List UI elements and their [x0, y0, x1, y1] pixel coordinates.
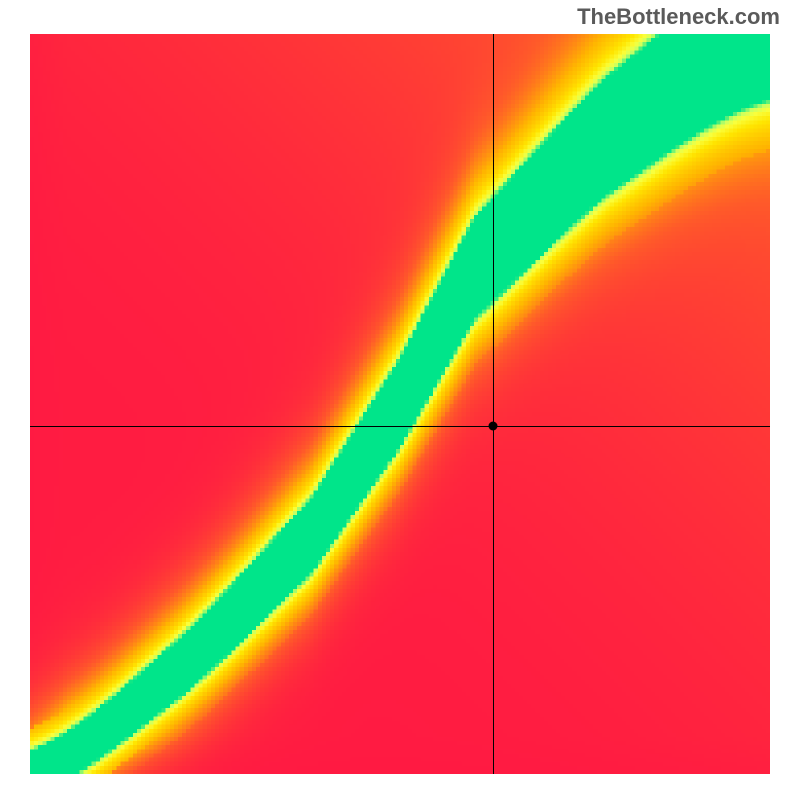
crosshair-horizontal [30, 426, 770, 427]
heatmap-plot [30, 34, 770, 774]
crosshair-marker [489, 422, 498, 431]
crosshair-vertical [493, 34, 494, 774]
heatmap-canvas [30, 34, 770, 774]
watermark-text: TheBottleneck.com [577, 4, 780, 30]
